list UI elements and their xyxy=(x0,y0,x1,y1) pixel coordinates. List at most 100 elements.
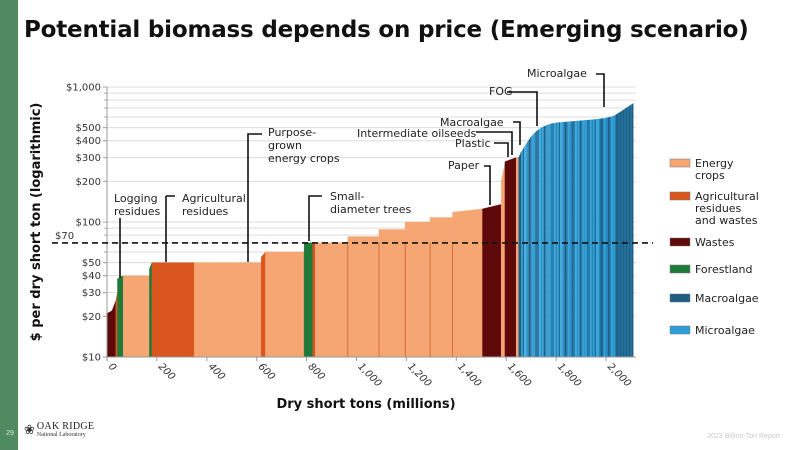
segment-forest xyxy=(149,262,153,358)
annotation-label: Agricultural xyxy=(182,192,246,205)
legend-label: residues xyxy=(695,202,742,215)
legend-item-microalgae: Microalgae xyxy=(669,324,755,337)
segment-algae xyxy=(539,128,541,357)
segment-agri xyxy=(151,262,195,358)
segment-energy xyxy=(378,229,406,358)
segment-algae xyxy=(607,117,610,357)
segment-algae xyxy=(618,111,620,358)
segment-algae xyxy=(612,115,614,357)
segment-algae xyxy=(545,125,547,357)
segment-algae xyxy=(534,131,537,357)
segment-algae xyxy=(543,125,546,358)
annotation-label: Macroalgae xyxy=(440,116,504,129)
legend-label: Agricultural xyxy=(695,190,759,203)
segment-algae xyxy=(525,142,528,357)
y-tick-label: $500 xyxy=(76,123,101,134)
annotation-label: Purpose- xyxy=(268,126,316,139)
legend-label: crops xyxy=(695,169,725,182)
segment-algae xyxy=(561,121,564,357)
segment-algae xyxy=(552,123,555,357)
annotation-label: grown xyxy=(268,139,302,152)
segment-algae xyxy=(621,110,623,357)
segment-algae xyxy=(537,129,540,357)
legend-swatch xyxy=(669,191,691,201)
segment-waste xyxy=(504,157,517,358)
segment-algae xyxy=(570,121,573,357)
legend-item-wastes: Wastes xyxy=(669,236,735,249)
segment-algae xyxy=(575,120,577,357)
segment-algae xyxy=(533,132,535,357)
oak-leaf-icon: ❀ xyxy=(24,422,35,438)
segment-energy xyxy=(515,157,519,358)
segment-algae xyxy=(524,144,526,357)
annotation-label: Intermediate oilseeds xyxy=(357,127,477,140)
segment-algae xyxy=(530,135,532,357)
y-tick-label: $300 xyxy=(76,153,101,164)
x-tick-label: 800 xyxy=(305,361,326,382)
segment-energy xyxy=(194,262,262,358)
segment-energy xyxy=(315,242,348,358)
segment-algae xyxy=(557,122,559,358)
segment-algae xyxy=(587,119,589,357)
segment-algae xyxy=(630,104,632,357)
segment-algae xyxy=(521,149,523,357)
segment-algae xyxy=(605,117,607,357)
legend-swatch xyxy=(669,158,691,168)
segment-agri xyxy=(260,251,266,358)
legend-item-macroalgae: Macroalgae xyxy=(669,292,759,305)
segment-algae xyxy=(551,123,553,357)
annotation-label: Logging xyxy=(114,192,158,205)
segment-algae xyxy=(628,104,631,358)
x-tick-label: 1,400 xyxy=(455,361,483,389)
annotation: Plastic xyxy=(455,137,509,157)
segment-algae xyxy=(613,114,616,357)
legend-swatch xyxy=(669,325,691,335)
segment-algae xyxy=(602,118,604,357)
annotation: Small-diameter trees xyxy=(308,190,411,241)
y-tick-label: $400 xyxy=(76,136,101,147)
segment-algae xyxy=(603,118,606,357)
segment-algae xyxy=(564,121,567,358)
segment-algae xyxy=(563,121,565,357)
x-tick-label: 0 xyxy=(106,361,118,373)
segment-algae xyxy=(585,119,588,357)
segment-algae xyxy=(590,119,592,357)
y-axis-label: $ per dry short ton (logarithmic) xyxy=(29,103,44,342)
x-tick-label: 1,200 xyxy=(405,361,433,389)
segment-algae xyxy=(615,113,617,357)
annotation-label: energy crops xyxy=(268,152,340,165)
logo-sub-text: National Laboratory xyxy=(36,432,86,438)
leader-line xyxy=(165,195,175,262)
leader-line xyxy=(308,195,322,241)
leader-line xyxy=(513,121,521,145)
segment-algae xyxy=(622,108,625,357)
leader-line xyxy=(247,133,262,262)
segment-algae xyxy=(594,119,597,357)
report-footer: 2023 Billion-Ton Report xyxy=(707,433,780,440)
segment-algae xyxy=(540,127,543,358)
segment-algae xyxy=(579,120,582,358)
segment-algae xyxy=(610,116,613,357)
y-tick-label: $10 xyxy=(82,353,101,364)
segment-agri xyxy=(312,242,316,358)
reference-line-label: $70 xyxy=(55,231,74,242)
segment-algae xyxy=(567,121,570,357)
x-tick-label: 1,000 xyxy=(355,361,383,389)
leader-line xyxy=(484,165,491,205)
segment-macro xyxy=(518,151,522,358)
segment-algae xyxy=(576,120,579,358)
segment-algae xyxy=(584,120,586,358)
annotation: Macroalgae xyxy=(440,116,521,145)
legend-swatch xyxy=(669,264,691,274)
segment-algae xyxy=(596,118,598,357)
y-tick-label: $50 xyxy=(82,258,101,269)
segment-algae xyxy=(631,103,634,357)
leader-line xyxy=(507,91,538,126)
segment-algae xyxy=(625,106,628,357)
legend-item-forestland: Forestland xyxy=(669,263,753,276)
legend-label: Energy xyxy=(695,157,734,170)
segment-algae xyxy=(591,119,594,357)
